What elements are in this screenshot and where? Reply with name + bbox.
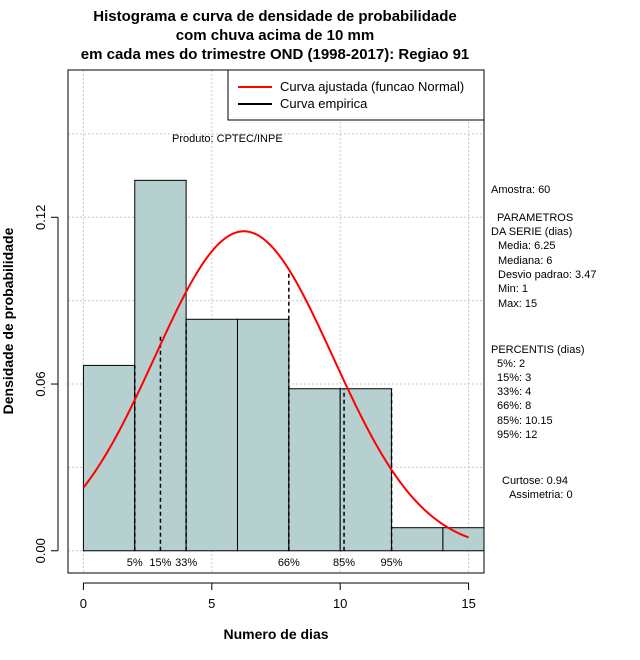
chart-title-line-3: em cada mes do trimestre OND (1998-2017)… <box>81 46 470 63</box>
param-max: Max: 15 <box>498 298 537 310</box>
histogram-bar-3 <box>236 318 290 552</box>
y-tick-label-0: 0.00 <box>33 538 48 563</box>
percentile-label-2: 33% <box>175 557 197 569</box>
param-min: Min: 1 <box>498 283 528 295</box>
percentile-markers: 5% 15% 33% 66% 85% 95% <box>127 272 403 569</box>
percentile-label-1: 15% <box>149 557 171 569</box>
legend-label-fit: Curva ajustada (funcao Normal) <box>280 79 464 94</box>
y-axis-label: Densidade de probabilidade <box>0 227 16 414</box>
percentile-label-4: 85% <box>333 557 355 569</box>
histogram-bar-0 <box>82 364 136 552</box>
percentil-66: 66%: 8 <box>497 400 531 412</box>
histogram-bar-6 <box>391 527 444 552</box>
skewness: Assimetria: 0 <box>509 489 573 501</box>
histogram-bar-7 <box>442 527 485 552</box>
x-tick-label-3: 15 <box>461 596 475 611</box>
normal-fit-curve <box>82 230 469 539</box>
percentil-33: 33%: 4 <box>497 386 531 398</box>
params-title-1: PARAMETROS <box>497 212 573 224</box>
percentile-label-5: 95% <box>381 557 403 569</box>
legend-label-empirical: Curva empirica <box>280 96 368 111</box>
percentile-label-3: 66% <box>278 557 300 569</box>
histogram-bar-2 <box>185 318 238 552</box>
x-tick-label-1: 5 <box>208 596 215 611</box>
param-mean: Media: 6.25 <box>498 240 555 252</box>
kurtosis: Curtose: 0.94 <box>502 475 568 487</box>
chart-title-line-1: Histograma e curva de densidade de proba… <box>93 8 456 25</box>
histogram-bar-4 <box>288 388 341 552</box>
statistics-panel: Amostra: 60 PARAMETROS DA SERIE (dias) M… <box>491 184 596 501</box>
percentile-label-0: 5% <box>127 557 143 569</box>
percentil-85: 85%: 10.15 <box>497 415 553 427</box>
param-sd: Desvio padrao: 3.47 <box>498 269 596 281</box>
product-label: Produto: CPTEC/INPE <box>172 133 283 145</box>
sample-size: Amostra: 60 <box>491 184 550 196</box>
percentis-title: PERCENTIS (dias) <box>491 344 585 356</box>
chart-title-line-2: com chuva acima de 10 mm <box>176 27 374 44</box>
legend-box <box>227 69 485 121</box>
x-axis: 0 5 10 15 <box>80 582 476 611</box>
y-tick-label-1: 0.06 <box>33 371 48 396</box>
param-median: Mediana: 6 <box>498 255 552 267</box>
y-tick-label-2: 0.12 <box>33 205 48 230</box>
percentil-95: 95%: 12 <box>497 429 537 441</box>
y-axis: 0.00 0.06 0.12 <box>33 205 59 563</box>
x-tick-label-2: 10 <box>333 596 347 611</box>
histogram-bars <box>82 179 485 552</box>
params-title-2: DA SERIE (dias) <box>491 226 572 238</box>
percentil-15: 15%: 3 <box>497 372 531 384</box>
x-tick-label-0: 0 <box>80 596 87 611</box>
histogram-bar-5 <box>339 388 393 552</box>
legend: Curva ajustada (funcao Normal) Curva emp… <box>227 69 485 121</box>
x-axis-label: Numero de dias <box>223 626 328 642</box>
percentil-5: 5%: 2 <box>497 358 525 370</box>
